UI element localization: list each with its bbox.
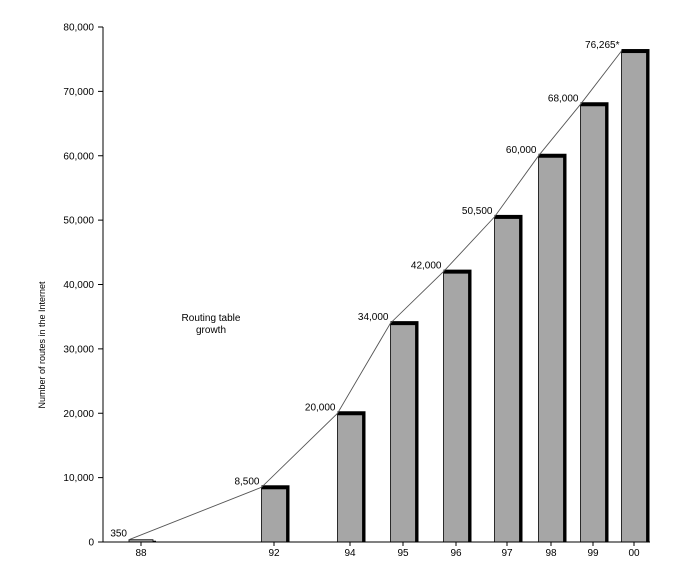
y-tick-label: 50,000: [63, 216, 94, 227]
bar: [390, 321, 419, 543]
data-label: 34,000: [358, 312, 389, 323]
y-tick-label: 10,000: [63, 473, 94, 484]
bar: [337, 411, 366, 543]
data-label: 8,500: [234, 476, 259, 487]
y-axis: 0 10,000 20,000 30,000 40,000 50,000 60,000 70,…: [63, 23, 104, 549]
y-tick-label: 20,000: [63, 409, 94, 420]
bar: [621, 49, 650, 543]
x-tick-label: 92: [268, 548, 280, 559]
y-tick-label: 80,000: [63, 23, 94, 34]
data-label: 350: [110, 529, 127, 540]
x-tick-label: 99: [587, 548, 599, 559]
x-tick-label: 97: [501, 548, 513, 559]
data-label: 76,265*: [585, 40, 620, 51]
annotation-line: Routing table: [182, 313, 241, 324]
value-labels: 350 8,500 20,000 34,000 42,000 50,500 60,000 68…: [110, 40, 619, 540]
y-tick-label: 0: [88, 538, 94, 549]
x-tick-label: 94: [344, 548, 356, 559]
y-axis-title: Number of routes in the Internet: [37, 281, 47, 409]
bar: [443, 269, 472, 543]
bars: [128, 49, 650, 543]
bar: [261, 485, 290, 543]
x-tick-label: 98: [545, 548, 557, 559]
trend-line: [128, 50, 622, 541]
data-label: 50,500: [462, 206, 493, 217]
data-label: 68,000: [548, 93, 579, 104]
chart-annotation: Routing table growth: [182, 313, 241, 336]
y-tick-label: 30,000: [63, 344, 94, 355]
bar: [580, 102, 609, 543]
data-label: 42,000: [411, 261, 442, 272]
annotation-line: growth: [196, 325, 226, 336]
x-axis: 88 92 94 95 96 97 98 99 00: [98, 541, 650, 559]
x-tick-label: 00: [628, 548, 640, 559]
data-label: 60,000: [506, 145, 537, 156]
data-label: 20,000: [305, 402, 336, 413]
bar: [494, 214, 523, 543]
x-tick-label: 88: [135, 548, 147, 559]
x-tick-label: 96: [450, 548, 462, 559]
x-tick-label: 95: [397, 548, 409, 559]
y-tick-label: 60,000: [63, 151, 94, 162]
y-tick-label: 70,000: [63, 87, 94, 98]
y-tick-label: 40,000: [63, 280, 94, 291]
bar: [538, 153, 567, 543]
